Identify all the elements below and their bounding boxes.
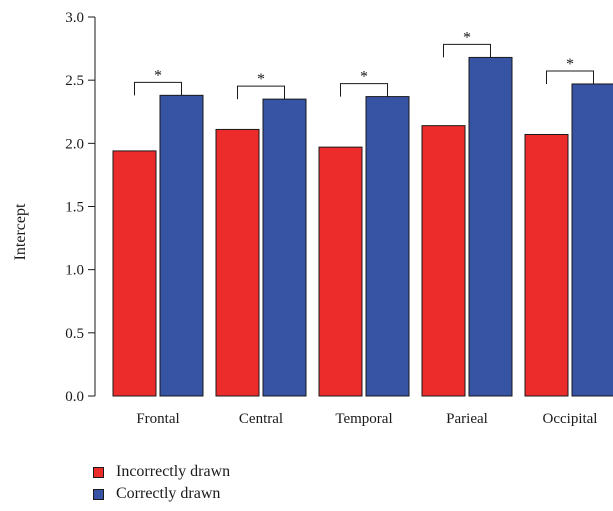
bar-frontal-incorrect: [112, 150, 157, 397]
legend-label-correct: Correctly drawn: [116, 485, 221, 502]
x-tick-label: Central: [239, 411, 283, 427]
y-tick-label: 0.0: [65, 389, 84, 405]
significance-bracket: [340, 83, 388, 97]
legend-swatch-correct: [93, 488, 104, 500]
significance-bracket: [237, 85, 285, 100]
significance-star: *: [566, 56, 574, 73]
bars: [112, 56, 613, 397]
significance-star: *: [257, 71, 265, 88]
x-tick-label: Frontal: [136, 411, 179, 427]
y-axis-title: Intercept: [12, 203, 29, 260]
significance-markers: * * * * *: [134, 29, 594, 100]
y-tick-label: 1.0: [65, 263, 84, 279]
x-tick-label: Parieal: [446, 411, 488, 427]
x-axis: Frontal Central Temporal Parieal Occipital: [136, 411, 597, 427]
bar-occipital-correct: [571, 83, 613, 397]
y-axis: 0.0 0.5 1.0 1.5 2.0 2.5 3.0: [65, 10, 96, 405]
y-tick-label: 0.5: [65, 326, 84, 342]
significance-bracket: [134, 81, 182, 96]
legend-swatch-incorrect: [93, 466, 104, 478]
x-tick-label: Temporal: [335, 411, 392, 427]
y-tick-label: 3.0: [65, 10, 84, 26]
y-tick-label: 2.0: [65, 136, 84, 152]
legend: Incorrectly drawn Correctly drawn: [93, 461, 230, 505]
legend-item-correct: Correctly drawn: [93, 483, 230, 505]
y-tick-label: 2.5: [65, 73, 84, 89]
legend-item-incorrect: Incorrectly drawn: [93, 461, 230, 483]
significance-star: *: [154, 67, 162, 84]
bar-temporal-correct: [365, 96, 410, 397]
bar-central-incorrect: [215, 128, 260, 397]
bar-parieal-incorrect: [421, 125, 466, 397]
legend-label-incorrect: Incorrectly drawn: [116, 463, 231, 480]
significance-star: *: [360, 69, 368, 86]
y-tick-label: 1.5: [65, 200, 84, 216]
significance-bracket: [443, 43, 491, 58]
significance-star: *: [463, 29, 471, 46]
x-tick-label: Occipital: [543, 411, 598, 427]
bar-central-correct: [262, 98, 307, 397]
bar-parieal-correct: [468, 56, 513, 397]
bar-occipital-incorrect: [524, 133, 569, 397]
significance-bracket: [546, 70, 594, 84]
bar-temporal-incorrect: [318, 146, 363, 397]
bar-frontal-correct: [159, 94, 204, 397]
